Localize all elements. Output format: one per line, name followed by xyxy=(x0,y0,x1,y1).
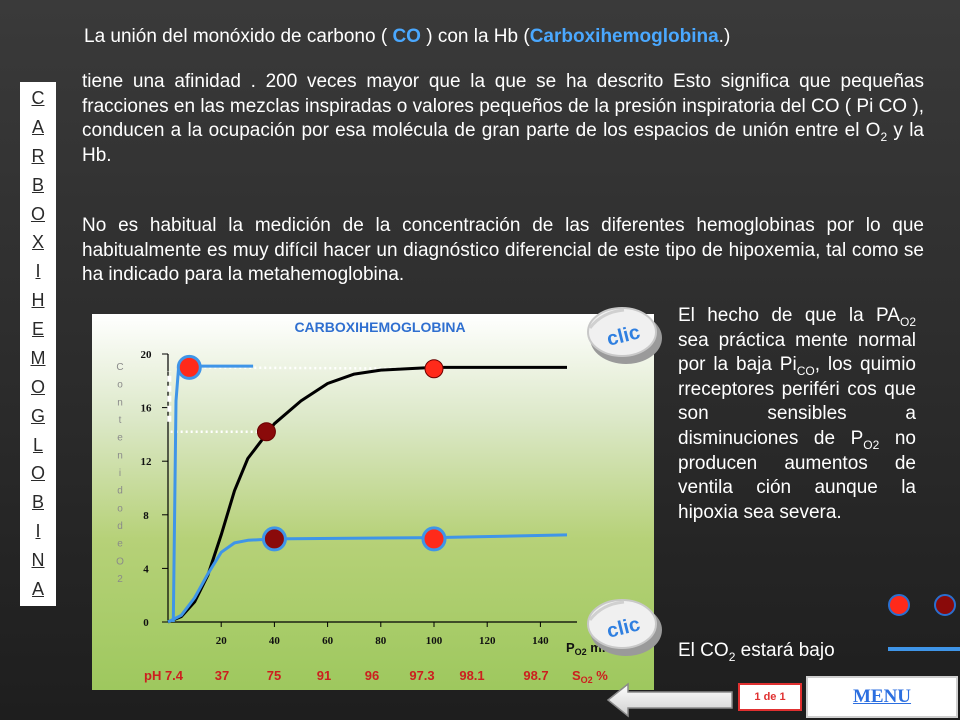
x-tick-label: 120 xyxy=(479,635,496,647)
paragraph-affinity-sub: 2 xyxy=(880,129,888,144)
y-tick-label: 8 xyxy=(143,510,149,522)
data-marker xyxy=(176,354,202,380)
side-text-1: El hecho de que la PA xyxy=(678,305,900,326)
saturation-label: 75 xyxy=(267,668,281,683)
vertical-title-letter: C xyxy=(31,88,45,108)
vertical-title-letter: B xyxy=(31,174,44,195)
title-pre: La unión del monóxido de carbono ( xyxy=(84,26,393,47)
paragraph-affinity-text: tiene una afinidad . 200 veces mayor que… xyxy=(82,71,924,141)
ph-label: pH 7.4 xyxy=(144,668,184,683)
chart-panel: CARBOXIHEMOGLOBINA 0 4 8 12 16 20 20 40 60 80 100 12… xyxy=(92,314,654,690)
y-axis-label-letter: i xyxy=(119,468,121,479)
vertical-title-letter: A xyxy=(31,116,44,137)
y-axis-label-letter: n xyxy=(117,397,123,408)
legend-blue-line xyxy=(888,647,960,651)
vertical-title-letter: N xyxy=(31,550,45,570)
vertical-title-letter: L xyxy=(32,434,43,455)
co2-pre: El CO xyxy=(678,640,729,661)
chart-title: CARBOXIHEMOGLOBINA xyxy=(294,319,465,335)
vertical-title-letter: B xyxy=(31,492,44,513)
legend-dot-red xyxy=(888,594,910,616)
y-tick-label: 20 xyxy=(141,349,153,361)
menu-button[interactable]: MENU xyxy=(806,676,958,718)
clic-mouse-icon[interactable]: clic xyxy=(582,298,664,370)
x-tick-label: 100 xyxy=(426,635,443,647)
title-post: .) xyxy=(718,26,731,47)
vertical-title-letter: X xyxy=(31,232,44,253)
saturation-label: 98.7 xyxy=(523,668,548,683)
side-text-2: sea práctica mente normal por la baja Pi xyxy=(678,329,916,376)
vertical-title-letter: M xyxy=(30,347,46,368)
y-axis-label-letter: o xyxy=(117,503,123,514)
page-badge: 1 de 1 xyxy=(738,683,802,711)
co2-post: estará bajo xyxy=(735,640,835,661)
vertical-title-letter: O xyxy=(30,463,45,484)
vertical-title-letter: A xyxy=(31,578,44,599)
saturation-label: 96 xyxy=(365,668,379,683)
y-axis-label-letter: e xyxy=(117,433,123,444)
vertical-title-letter: I xyxy=(35,521,41,542)
side-text: El hecho de que la PAO2 sea práctica men… xyxy=(678,304,916,525)
curve-series-1 xyxy=(167,533,568,624)
side-sub-3: O2 xyxy=(863,437,880,452)
y-tick-label: 16 xyxy=(141,403,153,415)
y-tick-label: 12 xyxy=(141,456,153,468)
data-marker xyxy=(256,422,276,442)
side-text-3: , los quimio rreceptores periféri cos qu… xyxy=(678,354,916,449)
y-tick-label: 4 xyxy=(143,563,149,575)
y-axis-label-letter: n xyxy=(117,450,123,461)
paragraph-affinity: tiene una afinidad . 200 veces mayor que… xyxy=(82,70,924,168)
x-tick-label: 140 xyxy=(532,635,549,647)
side-sub-2: CO xyxy=(796,363,815,378)
side-text-4: no producen aumentos de ventila ción aun… xyxy=(678,427,916,523)
back-arrow-icon[interactable] xyxy=(606,682,736,718)
vertical-title-letter: R xyxy=(31,145,45,166)
data-marker xyxy=(424,359,444,379)
paragraph-affinity-end: y la Hb. xyxy=(82,120,924,166)
data-marker xyxy=(261,526,287,552)
vertical-title-letter: G xyxy=(30,405,45,426)
y-axis-label-letter: 2 xyxy=(117,574,123,585)
y-axis-label-letter: t xyxy=(119,415,122,426)
vertical-title-letter: E xyxy=(31,319,44,339)
x-tick-label: 20 xyxy=(216,635,228,647)
chart-svg: CARBOXIHEMOGLOBINA 0 4 8 12 16 20 20 40 60 80 100 12… xyxy=(116,319,631,685)
side-sub-1: O2 xyxy=(899,314,916,329)
y-axis-label-letter: e xyxy=(117,539,123,550)
x-tick-label: 80 xyxy=(375,635,387,647)
guide-line xyxy=(189,366,435,370)
title-carboxi: Carboxihemoglobina xyxy=(529,26,719,47)
title-mid: ) con la Hb ( xyxy=(420,26,530,47)
y-tick-label: 0 xyxy=(143,617,149,629)
saturation-axis-label: SO2 % xyxy=(572,668,608,685)
vertical-title-letter: O xyxy=(30,203,45,224)
x-tick-label: 60 xyxy=(322,635,334,647)
y-axis-label-letter: d xyxy=(117,486,123,497)
co2-sub: 2 xyxy=(728,649,736,664)
clic-mouse-icon[interactable]: clic xyxy=(582,590,664,662)
saturation-label: 98.1 xyxy=(459,668,484,683)
legend-dot-dark xyxy=(934,594,956,616)
curve-series-0 xyxy=(167,365,567,624)
vertical-title-letter: H xyxy=(31,290,45,311)
saturation-label: 37 xyxy=(215,668,229,683)
title-line: La unión del monóxido de carbono ( CO ) … xyxy=(84,26,730,48)
title-co: CO xyxy=(392,26,421,47)
x-tick-label: 40 xyxy=(269,635,281,647)
y-axis-label-letter: o xyxy=(117,380,123,391)
vertical-title-letter: O xyxy=(30,376,45,397)
co2-text: El CO2 estará bajo xyxy=(678,640,835,664)
saturation-label: 91 xyxy=(317,668,331,683)
curve-series-2 xyxy=(171,364,254,623)
data-marker xyxy=(421,526,447,552)
y-axis-label-letter: O xyxy=(116,556,124,567)
vertical-title-letter: I xyxy=(35,261,41,282)
y-axis-label-letter: d xyxy=(117,521,123,532)
y-axis-label-letter: C xyxy=(116,362,123,373)
paragraph-measurement: No es habitual la medición de la concent… xyxy=(82,215,924,285)
saturation-label: 97.3 xyxy=(409,668,434,683)
